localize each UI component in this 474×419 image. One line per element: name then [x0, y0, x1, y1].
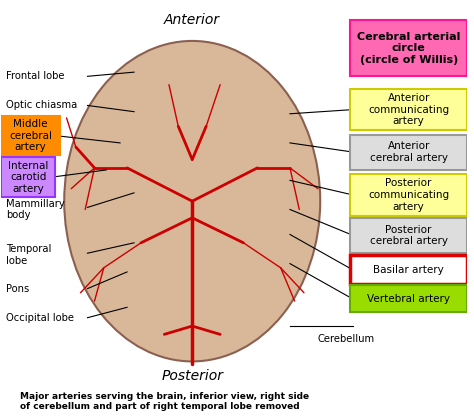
Text: Pons: Pons	[6, 284, 29, 294]
Text: Anterior
communicating
artery: Anterior communicating artery	[368, 93, 449, 126]
Text: Anterior: Anterior	[164, 13, 220, 27]
Text: Posterior
communicating
artery: Posterior communicating artery	[368, 178, 449, 212]
Text: Vertebral artery: Vertebral artery	[367, 294, 450, 304]
Text: Anterior
cerebral artery: Anterior cerebral artery	[370, 142, 447, 163]
Text: Optic chiasma: Optic chiasma	[6, 101, 77, 111]
Text: Basilar artery: Basilar artery	[374, 265, 444, 275]
FancyBboxPatch shape	[350, 285, 467, 312]
FancyBboxPatch shape	[350, 218, 467, 253]
Text: Occipital lobe: Occipital lobe	[6, 313, 74, 323]
Text: Cerebellum: Cerebellum	[318, 334, 375, 344]
Text: Major arteries serving the brain, inferior view, right side
of cerebellum and pa: Major arteries serving the brain, inferi…	[20, 392, 309, 411]
FancyBboxPatch shape	[1, 116, 60, 155]
Text: Middle
cerebral
artery: Middle cerebral artery	[9, 119, 52, 152]
Text: Posterior: Posterior	[161, 369, 223, 383]
FancyBboxPatch shape	[350, 134, 467, 170]
FancyBboxPatch shape	[350, 174, 467, 216]
Text: Frontal lobe: Frontal lobe	[6, 71, 64, 81]
FancyBboxPatch shape	[350, 20, 467, 76]
Text: Mammillary
body: Mammillary body	[6, 199, 65, 220]
Text: Internal
carotid
artery: Internal carotid artery	[8, 160, 48, 194]
Text: Posterior
cerebral artery: Posterior cerebral artery	[370, 225, 447, 246]
FancyBboxPatch shape	[350, 255, 467, 285]
FancyBboxPatch shape	[1, 158, 55, 197]
Text: Temporal
lobe: Temporal lobe	[6, 244, 51, 266]
FancyBboxPatch shape	[350, 89, 467, 130]
Text: Cerebral arterial
circle
(circle of Willis): Cerebral arterial circle (circle of Will…	[357, 31, 460, 65]
Ellipse shape	[64, 41, 320, 362]
